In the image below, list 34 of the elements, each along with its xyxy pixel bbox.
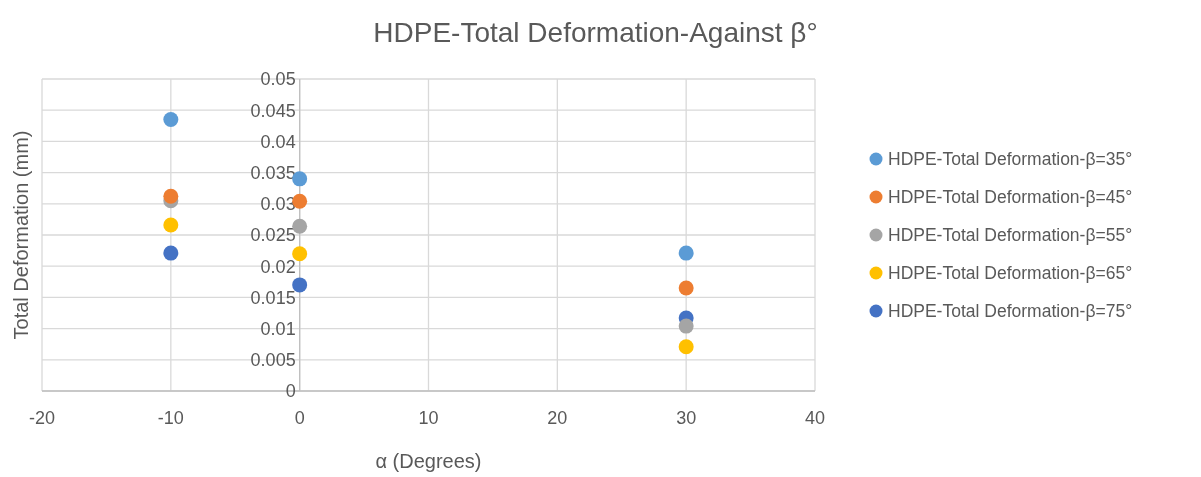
point — [678, 245, 694, 261]
point — [678, 318, 694, 334]
point — [292, 246, 308, 262]
y-tick-label: 0.005 — [250, 350, 296, 371]
point — [163, 217, 179, 233]
y-axis-title: Total Deformation (mm) — [10, 130, 32, 340]
point — [163, 112, 179, 128]
y-tick-label: 0 — [285, 381, 296, 402]
x-tick-label: -10 — [157, 408, 184, 428]
y-tick-label: 0.04 — [260, 131, 296, 152]
legend-label: HDPE-Total Deformation-β=45° — [888, 187, 1133, 208]
point — [678, 339, 694, 355]
x-axis-title: α (Degrees) — [375, 450, 482, 472]
y-tick-label: 0.025 — [250, 225, 296, 246]
x-tick-label: -20 — [28, 408, 56, 428]
x-tick-label: 40 — [804, 408, 826, 428]
y-tick-label: 0.035 — [250, 162, 296, 183]
point — [163, 245, 179, 261]
point — [163, 188, 179, 204]
legend-label: HDPE-Total Deformation-β=55° — [888, 225, 1133, 246]
x-tick-label: 20 — [547, 408, 568, 428]
legend-label: HDPE-Total Deformation-β=65° — [888, 263, 1133, 284]
legend-label: HDPE-Total Deformation-β=75° — [888, 301, 1133, 322]
x-tick-label: 10 — [418, 408, 439, 428]
y-tick-label: 0.02 — [260, 256, 296, 277]
y-tick-label: 0.01 — [260, 318, 296, 339]
y-tick-label: 0.015 — [250, 287, 296, 308]
chart-title: HDPE-Total Deformation-Against β° — [373, 17, 818, 48]
x-tick-label: 30 — [676, 408, 697, 428]
y-tick-label: 0.05 — [260, 69, 296, 90]
y-tick-label: 0.045 — [250, 100, 296, 121]
legend-label: HDPE-Total Deformation-β=35° — [888, 149, 1133, 170]
point — [678, 280, 694, 296]
point — [292, 277, 308, 293]
